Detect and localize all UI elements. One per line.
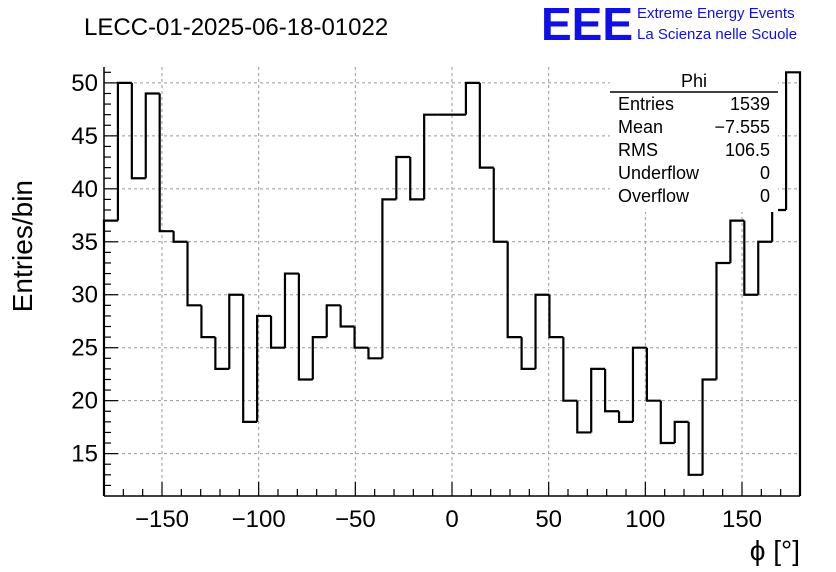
x-tick-label: 50 — [535, 506, 562, 533]
histogram-bin — [534, 293, 550, 369]
y-tick-label: 30 — [71, 282, 98, 309]
histogram-bin — [311, 336, 327, 380]
histogram-bin — [604, 368, 620, 413]
stats-value: 0 — [760, 163, 770, 183]
y-axis-label: Entries/bin — [7, 180, 38, 312]
y-tick-label: 35 — [71, 229, 98, 256]
histogram-bin — [158, 93, 174, 233]
histogram-bin — [478, 82, 494, 169]
chart-title: LECC-01-2025-06-18-01022 — [84, 14, 388, 41]
logo-line-1: Extreme Energy Events — [637, 5, 795, 22]
stats-value: 0 — [760, 186, 770, 206]
stats-label: Mean — [618, 117, 663, 137]
histogram-bin — [548, 294, 564, 339]
x-axis-label: ϕ [°] — [750, 535, 800, 566]
histogram-bin — [520, 337, 536, 370]
histogram-bin — [617, 411, 633, 423]
histogram-bin — [771, 208, 787, 242]
histogram-bin — [214, 337, 230, 370]
x-tick-label: 0 — [445, 506, 458, 533]
stats-box-background — [610, 62, 778, 212]
histogram-bin — [492, 167, 508, 243]
stats-label: Underflow — [618, 163, 700, 183]
histogram-bin — [645, 347, 661, 402]
histogram-bin — [256, 314, 272, 422]
histogram-bin — [673, 420, 689, 444]
y-tick-label: 25 — [71, 335, 98, 362]
histogram-bin — [395, 155, 411, 200]
histogram-bin — [325, 304, 341, 338]
stats-value: 1539 — [730, 94, 770, 114]
histogram-bin — [506, 241, 522, 339]
logo-line-2: La Scienza nelle Scuole — [637, 26, 797, 43]
histogram-bin — [381, 198, 397, 359]
y-tick-label: 15 — [71, 441, 98, 468]
grid-lines — [104, 67, 800, 496]
x-tick-label: −150 — [135, 506, 189, 533]
x-tick-label: 150 — [722, 506, 762, 533]
stats-value: 106.5 — [725, 140, 770, 160]
histogram-bin — [283, 272, 299, 348]
histogram-bin — [576, 400, 592, 434]
histogram-bin — [729, 219, 745, 263]
stats-label: Entries — [618, 94, 674, 114]
histogram-bin — [144, 92, 160, 179]
y-tick-label: 50 — [71, 70, 98, 97]
histogram-bin — [367, 347, 383, 360]
eee-logo: EEE — [541, 0, 633, 50]
stats-box: Phi Entries 1539 Mean −7.555 RMS 106.5 Underfl… — [610, 62, 778, 212]
histogram-bin — [269, 315, 285, 349]
histogram-bin — [590, 367, 606, 433]
histogram-bin — [631, 346, 647, 422]
y-tick-label: 45 — [71, 123, 98, 150]
x-tick-label: −50 — [335, 506, 376, 533]
histogram-bin — [409, 157, 425, 201]
histogram-bin — [659, 400, 675, 445]
histogram-bin — [172, 231, 188, 243]
histogram-bin — [562, 337, 578, 402]
histogram-bin — [423, 113, 439, 200]
histogram-bin — [200, 305, 216, 339]
stats-label: Overflow — [618, 186, 690, 206]
y-axis-ticks: 15 20 25 30 35 40 45 50 — [71, 70, 118, 487]
histogram-bin — [784, 71, 802, 496]
stats-value: −7.555 — [714, 117, 770, 137]
histogram-bin — [701, 378, 717, 475]
histogram-bin — [186, 241, 202, 307]
histogram-bin — [353, 326, 369, 349]
histogram-bin — [297, 273, 313, 381]
histogram-bin — [757, 240, 773, 295]
histogram-bin — [715, 261, 731, 380]
x-axis-ticks: −150 −100 −50 0 50 100 150 — [103, 482, 801, 533]
stats-label: RMS — [618, 140, 658, 160]
histogram-bin — [228, 293, 244, 369]
histogram-bin — [464, 81, 480, 115]
y-tick-label: 20 — [71, 388, 98, 415]
histogram-bin — [743, 220, 759, 296]
histogram-bin — [130, 82, 146, 180]
stats-title: Phi — [681, 71, 707, 91]
y-tick-label: 40 — [71, 176, 98, 203]
x-tick-label: 100 — [625, 506, 665, 533]
histogram-bin — [687, 421, 703, 476]
x-tick-label: −100 — [232, 506, 286, 533]
histogram-bin — [339, 305, 355, 328]
histogram-bin — [242, 294, 258, 423]
histogram-bin — [116, 81, 132, 221]
